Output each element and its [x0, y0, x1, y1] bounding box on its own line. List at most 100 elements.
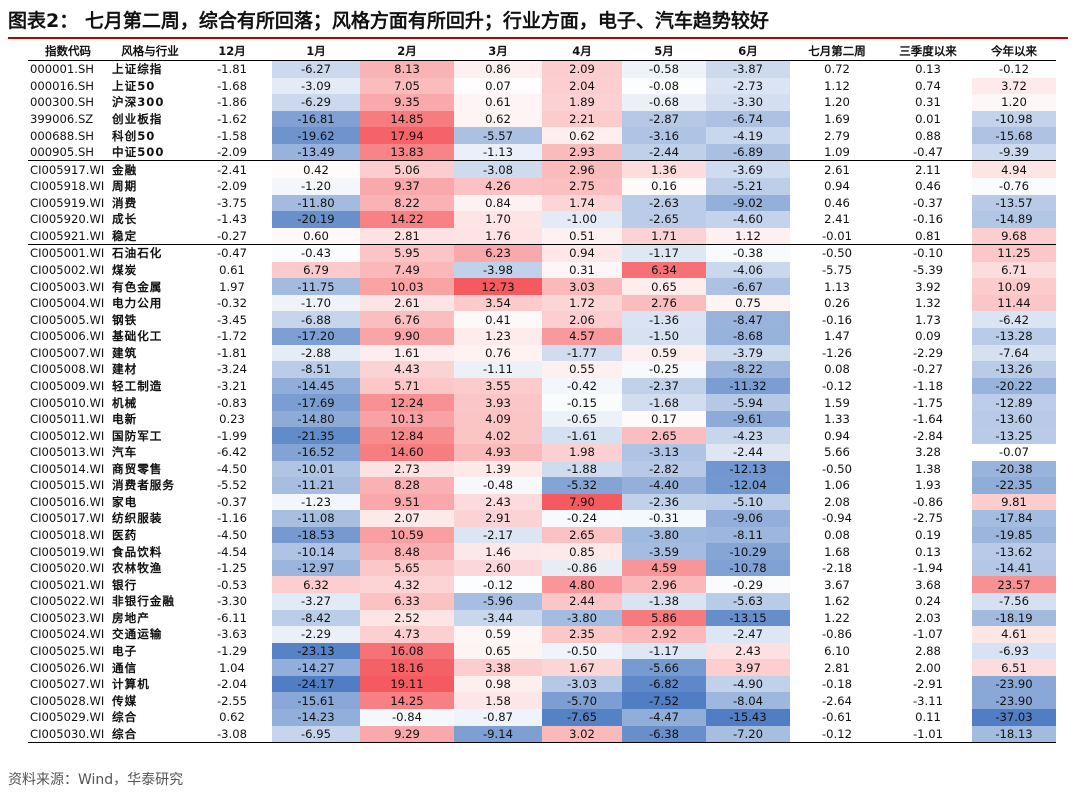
value-cell: 0.75 — [706, 294, 790, 312]
index-name: 周期 — [112, 179, 138, 194]
value-cell: 2.00 — [915, 660, 941, 675]
value-cell: -3.63 — [217, 627, 247, 642]
value-cell: 0.94 — [542, 244, 622, 262]
value-cell: 2.41 — [824, 212, 850, 227]
index-code: CI005016.WI — [30, 494, 105, 509]
index-code: CI005002.WI — [30, 263, 105, 278]
value-cell: 9.51 — [360, 493, 454, 511]
value-cell: -13.49 — [272, 143, 360, 162]
value-cell: 3.92 — [915, 279, 941, 294]
value-cell: 14.25 — [360, 692, 454, 709]
value-cell: 1.98 — [542, 443, 622, 461]
column-header: 指数代码 — [28, 42, 108, 61]
index-code: CI005018.WI — [30, 528, 105, 543]
value-cell: 1.61 — [360, 344, 454, 362]
value-cell: 0.08 — [824, 528, 850, 543]
value-cell: 1.72 — [542, 294, 622, 312]
index-code: CI005023.WI — [30, 610, 105, 625]
value-cell: 3.93 — [454, 394, 542, 411]
table-row: CI005006.WI 基础化工 -1.72 -17.20 9.90 1.23 4.57 -1… — [28, 328, 1056, 345]
value-cell: 18.16 — [360, 659, 454, 676]
index-code: 399006.SZ — [30, 111, 94, 126]
index-code: CI005013.WI — [30, 445, 105, 460]
value-cell: 0.60 — [272, 227, 360, 246]
value-cell: 23.57 — [972, 576, 1056, 593]
table-row: CI005011.WI 电新 0.23 -14.80 10.13 4.09 -0.65 0.1… — [28, 410, 1056, 428]
value-cell: 14.85 — [360, 110, 454, 128]
table-row: 000905.SH 中证500 -2.09 -13.49 13.83 -1.13 2.93-… — [28, 143, 1056, 162]
value-cell: -6.29 — [272, 94, 360, 111]
index-name: 电子 — [112, 643, 138, 658]
value-cell: -15.43 — [706, 708, 790, 726]
table-row: 000016.SH 上证50 -1.68 -3.09 7.05 0.07 2.04 -0.08… — [28, 77, 1056, 95]
value-cell: -2.09 — [192, 143, 272, 162]
value-cell: 0.46 — [824, 195, 850, 210]
value-cell: 0.46 — [915, 179, 941, 194]
value-cell: 1.47 — [824, 329, 850, 344]
value-cell: -15.61 — [272, 692, 360, 709]
value-cell: 2.43 — [706, 642, 790, 660]
value-cell: -11.80 — [272, 194, 360, 212]
value-cell: 0.13 — [915, 544, 941, 559]
value-cell: -3.98 — [454, 261, 542, 279]
table-row: CI005003.WI 有色金属 1.97 -11.75 10.03 12.73 3.03 0… — [28, 278, 1056, 295]
value-cell: -0.58 — [622, 60, 706, 78]
value-cell: 10.13 — [360, 410, 454, 428]
value-cell: 1.71 — [622, 227, 706, 246]
value-cell: 2.88 — [915, 643, 941, 658]
value-cell: -22.35 — [972, 477, 1056, 494]
value-cell: -1.68 — [622, 394, 706, 411]
index-code: CI005020.WI — [30, 561, 105, 576]
value-cell: -15.68 — [972, 127, 1056, 144]
index-code: CI005029.WI — [30, 710, 105, 725]
value-cell: -2.37 — [622, 377, 706, 395]
index-name: 建筑 — [112, 345, 138, 360]
value-cell: 2.60 — [454, 559, 542, 577]
value-cell: -2.29 — [913, 345, 943, 360]
value-cell: -13.57 — [972, 194, 1056, 212]
value-cell: -14.23 — [272, 708, 360, 726]
value-cell: 0.74 — [915, 78, 941, 93]
index-name: 稳定 — [108, 227, 192, 246]
value-cell: 2.08 — [824, 494, 850, 509]
header-row: 指数代码 风格与行业 12月 1月 2月 3月 4月 5月 6月 七月第二周 三季度以来 今年以来 — [28, 42, 1056, 61]
value-cell: -1.11 — [454, 361, 542, 378]
value-cell: -0.37 — [913, 195, 943, 210]
value-cell: -6.89 — [706, 143, 790, 162]
value-cell: 0.76 — [454, 344, 542, 362]
value-cell: 2.92 — [622, 626, 706, 643]
value-cell: 11.44 — [972, 294, 1056, 312]
value-cell: -1.13 — [454, 143, 542, 162]
table-row: CI005014.WI 商贸零售 -4.50 -10.01 2.73 1.39 -1.88-… — [28, 460, 1056, 478]
table-row: 000688.SH 科创50 -1.58 -19.62 17.94 -5.57 0.62 -3… — [28, 127, 1056, 144]
value-cell: -2.64 — [822, 693, 852, 708]
value-cell: 2.96 — [542, 160, 622, 178]
value-cell: -1.61 — [542, 427, 622, 444]
index-name: 消费 — [112, 195, 138, 210]
value-cell: 7.49 — [360, 261, 454, 279]
value-cell: 0.19 — [915, 528, 941, 543]
value-cell: -0.53 — [217, 577, 247, 592]
value-cell: -13.60 — [972, 410, 1056, 428]
value-cell: 12.73 — [454, 278, 542, 295]
value-cell: 6.71 — [972, 261, 1056, 279]
value-cell: -4.19 — [706, 127, 790, 144]
value-cell: 6.79 — [272, 261, 360, 279]
value-cell: 1.36 — [622, 160, 706, 178]
value-cell: -0.12 — [972, 60, 1056, 78]
value-cell: -12.89 — [972, 394, 1056, 411]
value-cell: -8.22 — [706, 361, 790, 378]
value-cell: 6.23 — [454, 244, 542, 262]
value-cell: 0.23 — [219, 412, 245, 427]
value-cell: -5.32 — [542, 477, 622, 494]
column-header: 5月 — [622, 42, 706, 61]
table-row: 000300.SH 沪深300 -1.86 -6.29 9.35 0.61 1.89 -0.6… — [28, 94, 1056, 111]
value-cell: 1.69 — [824, 111, 850, 126]
value-cell: -0.86 — [822, 627, 852, 642]
value-cell: -3.45 — [217, 312, 247, 327]
value-cell: -3.08 — [454, 160, 542, 178]
value-cell: -6.42 — [972, 311, 1056, 328]
value-cell: 3.03 — [542, 278, 622, 295]
value-cell: -3.44 — [454, 609, 542, 627]
value-cell: 0.08 — [824, 362, 850, 377]
